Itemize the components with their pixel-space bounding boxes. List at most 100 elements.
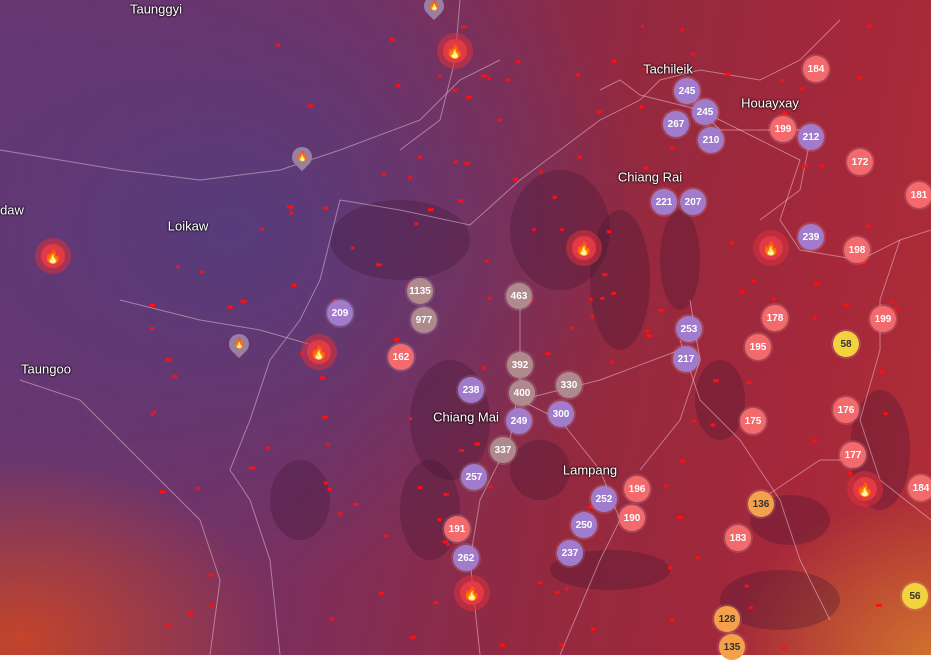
aqi-station-marker[interactable]: 207 (680, 189, 706, 215)
aqi-station-marker[interactable]: 253 (676, 316, 702, 342)
aqi-station-marker[interactable]: 262 (453, 545, 479, 571)
fire-hotspot (739, 290, 745, 294)
aqi-station-marker[interactable]: 176 (833, 397, 859, 423)
aqi-station-marker[interactable]: 245 (692, 99, 718, 125)
aqi-station-marker[interactable]: 209 (327, 300, 353, 326)
fire-hotspot (379, 591, 384, 595)
fire-hotspot (744, 584, 749, 588)
aqi-station-marker[interactable]: 249 (506, 408, 532, 434)
fire-hotspot (453, 160, 458, 164)
city-label: Taunggyi (129, 1, 183, 17)
fire-hotspot (866, 224, 871, 228)
aqi-station-marker[interactable]: 199 (870, 306, 896, 332)
fire-hotspot (879, 369, 885, 373)
aqi-station-marker[interactable]: 172 (847, 149, 873, 175)
fire-hotspot (691, 419, 697, 423)
fire-cluster-marker[interactable]: 🔥 (437, 33, 473, 69)
fire-hotspot (485, 259, 489, 263)
aqi-station-marker[interactable]: 977 (411, 307, 437, 333)
aqi-station-marker[interactable]: 267 (663, 111, 689, 137)
fire-hotspot (812, 439, 818, 443)
aqi-station-marker[interactable]: 250 (571, 512, 597, 538)
aqi-station-marker[interactable]: 178 (762, 305, 788, 331)
aqi-station-marker[interactable]: 177 (840, 442, 866, 468)
city-label: Houayxay (741, 95, 799, 111)
aqi-station-marker[interactable]: 392 (507, 352, 533, 378)
aqi-station-marker[interactable]: 184 (803, 56, 829, 82)
aqi-station-marker[interactable]: 217 (673, 346, 699, 372)
fire-hotspot (438, 74, 442, 78)
fire-hotspot (746, 380, 752, 384)
fire-hotspot (150, 326, 155, 330)
fire-hotspot (602, 273, 608, 277)
fire-hotspot (291, 284, 297, 288)
fire-hotspot (710, 423, 716, 427)
aqi-station-marker[interactable]: 210 (698, 127, 724, 153)
aqi-station-marker[interactable]: 239 (798, 224, 824, 250)
aqi-station-marker[interactable]: 463 (506, 283, 532, 309)
aqi-station-marker[interactable]: 1135 (407, 278, 433, 304)
border-line (599, 79, 931, 261)
aqi-station-marker[interactable]: 238 (458, 377, 484, 403)
aqi-station-marker[interactable]: 257 (461, 464, 487, 490)
border-line (19, 379, 221, 655)
aqi-station-marker[interactable]: 181 (906, 182, 931, 208)
aqi-station-marker[interactable]: 337 (490, 437, 516, 463)
aqi-station-marker[interactable]: 183 (725, 525, 751, 551)
flame-icon: 🔥 (460, 581, 484, 605)
fire-hotspot (322, 415, 329, 419)
aqi-station-marker[interactable]: 58 (833, 331, 859, 357)
aqi-station-marker[interactable]: 175 (740, 408, 766, 434)
fire-hotspot (860, 260, 867, 264)
aqi-station-marker[interactable]: 195 (745, 334, 771, 360)
terrain-shape (660, 210, 700, 310)
fire-hotspot (487, 76, 491, 80)
aqi-station-marker[interactable]: 252 (591, 486, 617, 512)
aqi-station-marker[interactable]: 400 (509, 380, 535, 406)
terrain-shape (510, 440, 570, 500)
aqi-station-marker[interactable]: 199 (770, 116, 796, 142)
aqi-station-marker[interactable]: 190 (619, 505, 645, 531)
aqi-station-marker[interactable]: 212 (798, 124, 824, 150)
aqi-station-marker[interactable]: 135 (719, 634, 745, 660)
fire-hotspot (320, 376, 325, 380)
fire-hotspot (350, 246, 355, 250)
aqi-station-marker[interactable]: 196 (624, 476, 650, 502)
fire-cluster-marker[interactable]: 🔥 (454, 575, 490, 611)
city-label: Taungoo (21, 361, 71, 377)
flame-icon: 🔥 (41, 244, 65, 268)
fire-cluster-marker[interactable]: 🔥 (753, 230, 789, 266)
fire-hotspot (459, 448, 465, 452)
fire-hotspot (590, 315, 594, 319)
fire-hotspot (276, 43, 280, 47)
fire-cluster-marker[interactable]: 🔥 (566, 230, 602, 266)
flame-icon: 🔥 (232, 338, 246, 350)
fire-cluster-marker[interactable]: 🔥 (847, 471, 883, 507)
aqi-station-marker[interactable]: 245 (674, 78, 700, 104)
fire-hotspot (352, 502, 359, 506)
fire-cluster-marker[interactable]: 🔥 (35, 238, 71, 274)
aqi-station-marker[interactable]: 128 (714, 606, 740, 632)
aqi-station-marker[interactable]: 237 (557, 540, 583, 566)
aqi-station-marker[interactable]: 56 (902, 583, 928, 609)
aqi-station-marker[interactable]: 136 (748, 491, 774, 517)
aqi-station-marker[interactable]: 221 (651, 189, 677, 215)
border-line (859, 239, 931, 521)
fire-cluster-marker[interactable]: 🔥 (301, 334, 337, 370)
aqi-station-marker[interactable]: 198 (844, 237, 870, 263)
fire-hotspot (577, 155, 582, 159)
fire-hotspot (208, 573, 214, 577)
fire-hotspot (669, 146, 675, 150)
fire-hotspot (814, 281, 819, 285)
fire-hotspot (488, 485, 493, 489)
fire-hotspot (539, 170, 543, 174)
aqi-station-marker[interactable]: 300 (548, 401, 574, 427)
fire-hotspot (209, 603, 214, 607)
fire-hotspot (876, 603, 882, 607)
fire-hotspot (867, 24, 872, 28)
aqi-station-marker[interactable]: 162 (388, 344, 414, 370)
aqi-station-marker[interactable]: 184 (908, 475, 931, 501)
aqi-station-marker[interactable]: 191 (444, 516, 470, 542)
aqi-station-marker[interactable]: 330 (556, 372, 582, 398)
fire-hotspot (480, 74, 487, 78)
